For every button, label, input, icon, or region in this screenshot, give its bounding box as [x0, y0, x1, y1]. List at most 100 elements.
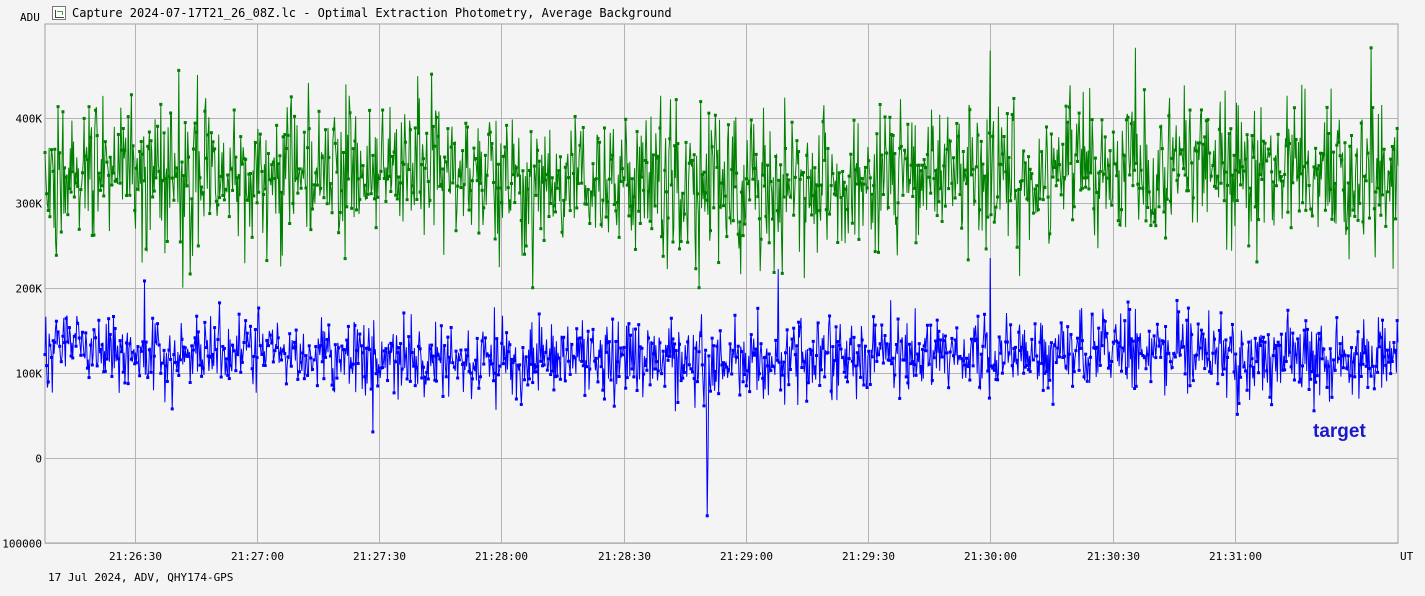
data-point [935, 318, 939, 322]
data-point [594, 356, 598, 360]
data-point [170, 176, 174, 180]
data-point [423, 166, 427, 170]
data-point [519, 402, 523, 406]
data-point [147, 130, 151, 134]
data-point [1245, 388, 1249, 392]
data-point [457, 358, 461, 362]
data-point [648, 219, 652, 223]
data-point [1341, 188, 1345, 192]
data-point [1134, 161, 1138, 165]
data-point [826, 351, 830, 355]
data-point [1129, 337, 1133, 341]
data-point [350, 206, 354, 210]
data-point [1144, 219, 1148, 223]
data-point [844, 187, 848, 191]
data-point [1040, 150, 1044, 154]
data-point [1211, 351, 1215, 355]
data-point [263, 187, 267, 191]
data-point [979, 352, 983, 356]
data-point [400, 160, 404, 164]
data-point [527, 377, 531, 381]
data-point [875, 359, 879, 363]
data-point [495, 186, 499, 190]
data-point [443, 155, 447, 159]
data-point [1126, 300, 1130, 304]
data-point [669, 183, 673, 187]
data-point [1305, 161, 1309, 165]
data-point [1211, 164, 1215, 168]
data-point [232, 349, 236, 353]
data-point [1095, 345, 1099, 349]
data-point [474, 157, 478, 161]
data-point [1133, 386, 1137, 390]
data-point [1369, 374, 1373, 378]
data-point [358, 332, 362, 336]
data-point [919, 364, 923, 368]
data-point [702, 404, 706, 408]
data-point [312, 183, 316, 187]
data-point [762, 356, 766, 360]
data-point [585, 202, 589, 206]
data-point [815, 354, 819, 358]
data-point [162, 131, 166, 135]
data-point [829, 184, 833, 188]
data-point [586, 187, 590, 191]
data-point [1027, 368, 1031, 372]
data-point [769, 369, 773, 373]
data-point [594, 177, 598, 181]
data-point [81, 171, 85, 175]
data-point [426, 180, 430, 184]
y-axis-title: ADU [20, 11, 40, 24]
data-point [175, 166, 179, 170]
data-point [702, 170, 706, 174]
data-point [92, 233, 96, 237]
data-point [751, 351, 755, 355]
data-point [1126, 115, 1130, 119]
data-point [319, 344, 323, 348]
data-point [632, 195, 636, 199]
data-point [961, 150, 965, 154]
data-point [45, 192, 49, 196]
data-point [451, 361, 455, 365]
data-point [1320, 151, 1324, 155]
data-point [301, 170, 305, 174]
data-point [824, 208, 828, 212]
data-point [782, 195, 786, 199]
data-point [118, 339, 122, 343]
data-point [1157, 205, 1161, 209]
data-point [356, 361, 360, 365]
data-point [994, 205, 998, 209]
data-point [270, 163, 274, 167]
data-point [304, 354, 308, 358]
data-point [1185, 318, 1189, 322]
data-point [115, 177, 119, 181]
data-point [687, 363, 691, 367]
data-point [200, 374, 204, 378]
data-point [1020, 345, 1024, 349]
data-point [1387, 360, 1391, 364]
data-point [214, 348, 218, 352]
data-point [834, 325, 838, 329]
data-point [952, 354, 956, 358]
data-point [1255, 260, 1259, 264]
lightcurve-chart-icon[interactable] [52, 6, 66, 20]
data-point [338, 210, 342, 214]
data-point [183, 346, 187, 350]
data-point [156, 322, 160, 326]
data-point [1009, 199, 1013, 203]
data-point [803, 360, 807, 364]
data-point [961, 359, 965, 363]
data-point [712, 344, 716, 348]
data-point [766, 364, 770, 368]
data-point [921, 347, 925, 351]
data-point [1213, 184, 1217, 188]
data-point [1067, 352, 1071, 356]
data-point [485, 173, 489, 177]
data-point [1044, 369, 1048, 373]
data-point [753, 167, 757, 171]
data-point [384, 347, 388, 351]
data-point [739, 190, 743, 194]
y-tick-label: 400K [16, 113, 43, 126]
data-point [550, 176, 554, 180]
